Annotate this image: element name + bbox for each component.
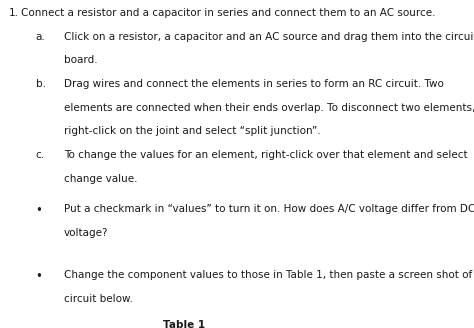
Text: Click on a resistor, a capacitor and an AC source and drag them into the circuit: Click on a resistor, a capacitor and an …: [64, 32, 474, 42]
Text: Drag wires and connect the elements in series to form an RC circuit. Two: Drag wires and connect the elements in s…: [64, 79, 444, 89]
Text: change value.: change value.: [64, 174, 137, 183]
Text: •: •: [36, 204, 43, 217]
Text: b.: b.: [36, 79, 46, 89]
Text: Put a checkmark in “values” to turn it on. How does A/C voltage differ from DC: Put a checkmark in “values” to turn it o…: [64, 204, 474, 214]
Text: 1.: 1.: [9, 8, 18, 18]
Text: To change the values for an element, right-click over that element and select: To change the values for an element, rig…: [64, 150, 468, 160]
Text: Connect a resistor and a capacitor in series and connect them to an AC source.: Connect a resistor and a capacitor in se…: [21, 8, 436, 18]
Text: Change the component values to those in Table 1, then paste a screen shot of you: Change the component values to those in …: [64, 270, 474, 280]
Text: •: •: [36, 270, 43, 283]
Text: a.: a.: [36, 32, 46, 42]
Text: Table 1: Table 1: [164, 320, 205, 328]
Text: voltage?: voltage?: [64, 228, 109, 238]
Text: board.: board.: [64, 55, 98, 65]
Text: elements are connected when their ends overlap. To disconnect two elements,: elements are connected when their ends o…: [64, 103, 474, 113]
Text: right-click on the joint and select “split junction”.: right-click on the joint and select “spl…: [64, 126, 320, 136]
Text: circuit below.: circuit below.: [64, 294, 133, 304]
Text: c.: c.: [36, 150, 45, 160]
